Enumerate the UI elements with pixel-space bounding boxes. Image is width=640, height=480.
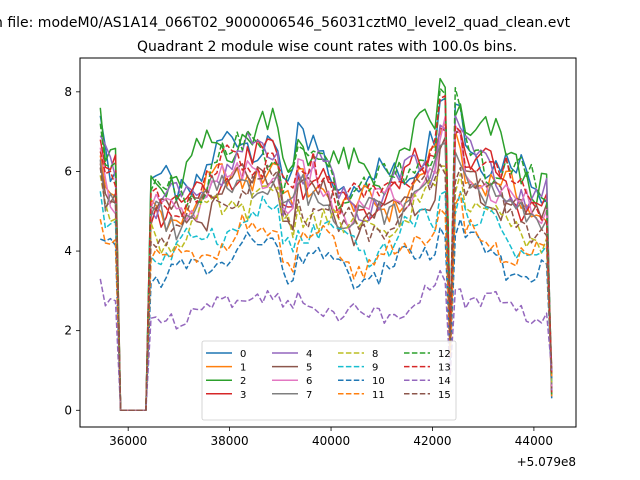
y-tick-label: 4 <box>64 244 72 258</box>
tick-layer: 36000 38000 40000 42000 44000 0 2 4 6 8 <box>64 85 553 448</box>
series-layer <box>99 77 553 412</box>
series-line-9 <box>99 190 553 412</box>
legend-label-3: 3 <box>240 390 246 401</box>
legend-label-12: 12 <box>438 349 451 360</box>
legend-label-6: 6 <box>306 376 312 387</box>
legend-label-5: 5 <box>306 363 312 374</box>
series-line-14 <box>99 269 553 412</box>
legend-box <box>201 340 457 421</box>
legend-label-8: 8 <box>372 349 378 360</box>
series-line-4 <box>99 114 553 412</box>
y-tick-label: 6 <box>64 164 72 178</box>
x-tick-label: 40000 <box>312 434 350 448</box>
legend-label-13: 13 <box>438 363 451 374</box>
series-line-8 <box>99 165 553 412</box>
y-tick-label: 8 <box>64 85 72 99</box>
legend-label-2: 2 <box>240 376 246 387</box>
series-line-2 <box>99 77 553 412</box>
legend-label-4: 4 <box>306 349 312 360</box>
plot-frame <box>79 57 577 428</box>
x-tick-label: 38000 <box>211 434 249 448</box>
series-line-11 <box>99 192 553 412</box>
series-line-13 <box>99 95 553 412</box>
legend-label-1: 1 <box>240 363 246 374</box>
series-line-7 <box>99 142 553 412</box>
x-tick-label: 42000 <box>413 434 451 448</box>
y-tick-label: 2 <box>64 324 72 338</box>
legend-label-11: 11 <box>372 390 385 401</box>
legend-label-9: 9 <box>372 363 378 374</box>
series-line-12 <box>99 86 553 412</box>
x-tick-label: 44000 <box>515 434 553 448</box>
legend-label-7: 7 <box>306 390 312 401</box>
chart-title: Quadrant 2 module wise count rates with … <box>137 39 517 55</box>
series-line-15 <box>99 163 553 412</box>
legend-label-0: 0 <box>240 349 246 360</box>
y-tick-label: 0 <box>64 403 72 417</box>
x-tick-label: 36000 <box>109 434 147 448</box>
legend-label-10: 10 <box>372 376 385 387</box>
legend-label-14: 14 <box>438 376 451 387</box>
x-offset-label: +5.079e8 <box>517 455 576 469</box>
series-line-10 <box>100 218 553 412</box>
series-line-3 <box>99 127 553 412</box>
figure-suptitle: n file: modeM0/AS1A14_066T02_9000006546_… <box>0 15 571 31</box>
legend-label-15: 15 <box>438 390 451 401</box>
